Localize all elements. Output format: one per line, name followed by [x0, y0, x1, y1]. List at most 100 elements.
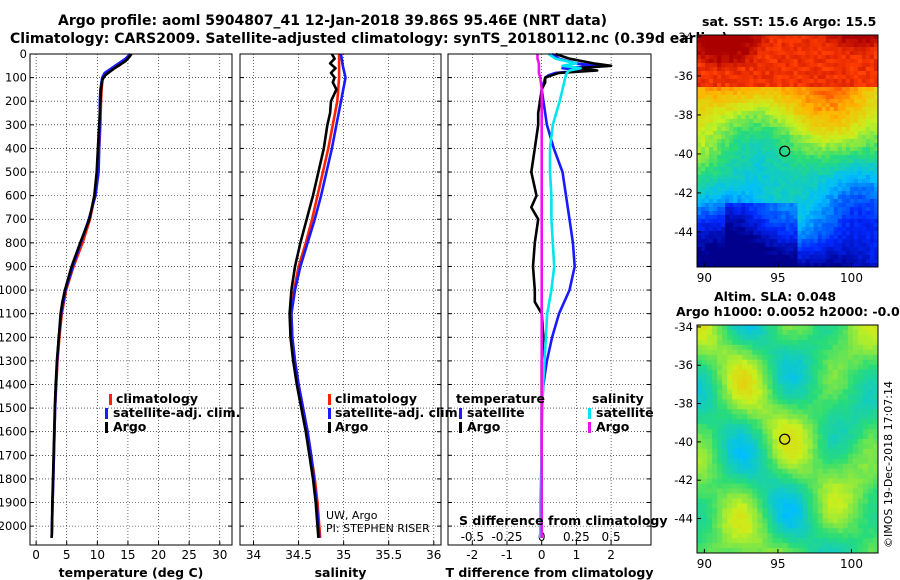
map-cell: [745, 199, 750, 204]
map-cell: [713, 175, 718, 180]
map-cell: [832, 409, 839, 415]
map-cell: [829, 115, 835, 120]
map-cell: [807, 478, 814, 485]
map-cell: [865, 143, 871, 148]
map-cell: [829, 79, 835, 84]
map-cell: [709, 123, 714, 128]
map-cell: [845, 71, 851, 76]
map-cell: [869, 191, 875, 196]
map-cell: [697, 528, 703, 534]
map-cell: [713, 63, 718, 68]
map-cell: [862, 493, 869, 499]
map-cell: [872, 409, 879, 415]
map-cell: [865, 119, 871, 124]
map-cell: [813, 175, 819, 180]
map-cell: [752, 493, 758, 499]
map-cell: [712, 508, 718, 514]
map-cell: [785, 239, 790, 244]
map-cell: [857, 39, 863, 44]
map-cell: [777, 111, 782, 116]
map-cell: [827, 439, 834, 445]
map-cell: [832, 463, 839, 470]
map-cell: [737, 39, 742, 44]
map-cell: [861, 95, 867, 100]
map-cell: [749, 239, 754, 244]
map-cell: [792, 548, 798, 554]
map-cell: [713, 159, 718, 164]
map-cell: [765, 43, 770, 48]
map-cell: [717, 35, 722, 40]
map-cell: [737, 187, 742, 192]
map-cell: [701, 67, 706, 72]
map-cell: [793, 175, 798, 180]
map-cell: [717, 171, 722, 176]
map-cell: [737, 503, 743, 509]
map-cell: [802, 478, 809, 485]
map-cell: [857, 478, 864, 485]
map-cell: [833, 147, 839, 152]
map-cell: [782, 478, 788, 485]
map-cell: [812, 518, 819, 524]
map-cell: [857, 47, 863, 52]
map-cell: [825, 215, 831, 220]
map-cell: [717, 187, 722, 192]
map-cell: [761, 79, 766, 84]
map-cell: [733, 51, 738, 56]
map-cell: [857, 243, 863, 248]
map-cell: [717, 123, 722, 128]
map-cell: [817, 47, 823, 52]
map-cell: [713, 123, 718, 128]
map-cell: [733, 143, 738, 148]
map-cell: [745, 151, 750, 156]
map-cell: [705, 227, 710, 232]
map-cells: [697, 35, 879, 268]
map-cell: [757, 215, 762, 220]
map-cell: [745, 43, 750, 48]
map-cell: [725, 203, 730, 208]
map-cell: [697, 379, 703, 385]
map-cell: [727, 508, 733, 514]
map-cell: [747, 513, 753, 519]
map-cell: [765, 263, 770, 268]
map-cell: [807, 369, 814, 375]
map-cell: [732, 463, 738, 470]
map-cell: [782, 359, 788, 366]
map-cell: [797, 463, 803, 470]
map-cell: [737, 107, 742, 112]
map-cell: [721, 199, 726, 204]
map-cell: [782, 543, 788, 549]
map-cell: [773, 43, 778, 48]
map-cell: [712, 409, 718, 415]
map-cell: [829, 203, 835, 208]
map-cell: [707, 389, 713, 395]
map-cell: [805, 163, 811, 168]
map-cell: [852, 419, 859, 425]
map-cell: [717, 43, 722, 48]
map-cell: [787, 518, 793, 524]
map-cell: [797, 39, 802, 44]
map-cell: [749, 167, 754, 172]
map-cell: [817, 349, 824, 356]
map-cell: [767, 339, 773, 346]
map-cell: [847, 528, 854, 534]
map-cell: [825, 211, 831, 216]
map-cell: [761, 43, 766, 48]
map-cell: [865, 79, 871, 84]
map-cell: [729, 187, 734, 192]
map-cell: [845, 195, 851, 200]
map-cell: [757, 359, 763, 366]
map-cell: [737, 399, 743, 405]
map-cell: [827, 374, 834, 380]
map-cell: [833, 251, 839, 256]
map-cell: [867, 374, 874, 380]
map-cell: [827, 488, 834, 494]
map-cell: [833, 115, 839, 120]
map-cell: [832, 434, 839, 440]
map-cell: [733, 55, 738, 60]
map-cell: [762, 548, 768, 554]
map-cell: [867, 468, 874, 475]
map-cell: [822, 518, 829, 524]
map-cell: [837, 493, 844, 499]
map-cell: [827, 513, 834, 519]
map-cell: [762, 453, 768, 460]
